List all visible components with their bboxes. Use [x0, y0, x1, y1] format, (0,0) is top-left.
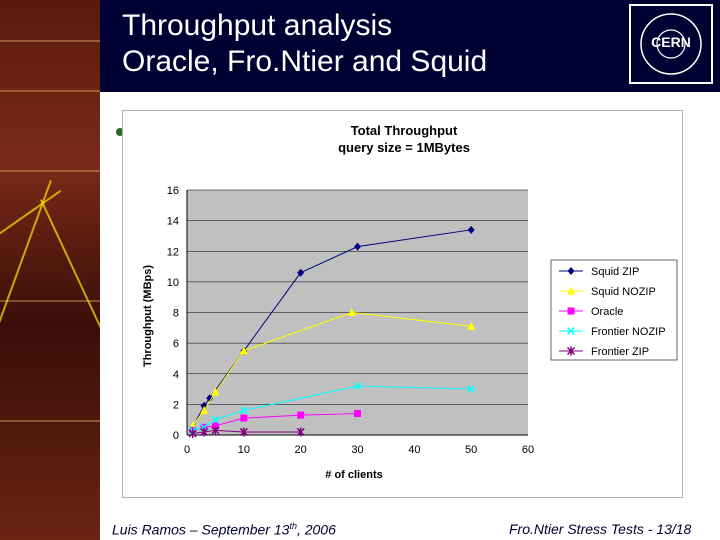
data-point — [211, 415, 220, 424]
data-point — [239, 406, 248, 415]
data-point — [200, 406, 209, 414]
x-tick-label: 30 — [351, 444, 363, 456]
x-tick-label: 10 — [238, 444, 250, 456]
data-point — [239, 346, 248, 355]
y-tick-label: 16 — [167, 185, 179, 197]
y-tick-label: 12 — [167, 246, 179, 258]
title-line-2: Oracle, Fro.Ntier and Squid — [122, 45, 488, 78]
legend-marker — [566, 326, 576, 336]
y-tick-label: 14 — [167, 216, 179, 228]
y-tick-label: 10 — [167, 277, 179, 289]
y-tick-label: 2 — [173, 399, 179, 411]
cern-logo-text: CERN — [651, 34, 691, 50]
throughput-chart: Total Throughput query size = 1MBytes 0 2… — [142, 123, 678, 481]
legend-marker — [567, 286, 575, 295]
data-point — [188, 428, 197, 438]
data-point — [467, 321, 476, 330]
side-background-image — [0, 0, 100, 540]
x-axis-label: # of clients — [325, 469, 382, 481]
legend-label: Squid NOZIP — [591, 286, 656, 298]
footer-left-prefix: Luis Ramos – September 13 — [112, 521, 290, 538]
chart-frame: Total Throughput query size = 1MBytes 0 2… — [122, 110, 683, 498]
footer-left-suffix: , 2006 — [296, 521, 336, 538]
data-point — [467, 225, 475, 234]
x-tick-label: 60 — [522, 444, 534, 456]
y-tick-label: 8 — [173, 308, 179, 320]
header-bar — [100, 0, 720, 92]
y-axis-label: Throughput (MBps) — [142, 265, 154, 367]
legend-marker — [567, 267, 575, 275]
data-point — [211, 422, 219, 430]
x-tick-label: 20 — [295, 444, 307, 456]
bullet-dot — [116, 128, 124, 136]
legend-label: Squid ZIP — [591, 266, 639, 278]
data-point — [211, 425, 220, 435]
x-tick-label: 40 — [408, 444, 420, 456]
data-point — [240, 414, 248, 422]
legend-label: Frontier ZIP — [591, 346, 649, 358]
data-point — [239, 427, 248, 437]
data-point — [211, 387, 220, 396]
data-point — [296, 427, 305, 437]
data-point — [297, 268, 305, 277]
data-point — [354, 410, 361, 418]
data-point — [347, 308, 356, 316]
legend-label: Frontier NOZIP — [591, 326, 666, 338]
legend-label: Oracle — [591, 306, 623, 318]
slide-title: Throughput analysis Oracle, Fro.Ntier an… — [122, 8, 487, 80]
y-tick-label: 6 — [173, 338, 179, 350]
data-point — [297, 411, 305, 419]
data-point — [353, 381, 362, 391]
legend-marker — [566, 346, 576, 356]
y-tick-label: 0 — [173, 430, 179, 442]
footer-author-date: Luis Ramos – September 13th, 2006 — [112, 521, 336, 538]
data-point — [206, 394, 214, 403]
data-point — [200, 427, 209, 437]
chart-subtitle: query size = 1MBytes — [338, 140, 470, 155]
footer-page-info: Fro.Ntier Stress Tests - 13/18 — [509, 521, 692, 537]
legend-marker — [567, 307, 575, 315]
x-tick-label: 0 — [184, 444, 190, 456]
x-tick-label: 50 — [465, 444, 477, 456]
chart-title: Total Throughput — [351, 123, 458, 138]
title-line-1: Throughput analysis — [122, 9, 393, 42]
cern-logo: CERN — [629, 4, 713, 84]
data-point — [354, 242, 361, 251]
footer-left-sup: th — [289, 521, 297, 531]
series-line — [192, 385, 472, 431]
y-tick-label: 4 — [173, 369, 179, 381]
data-point — [467, 385, 476, 394]
